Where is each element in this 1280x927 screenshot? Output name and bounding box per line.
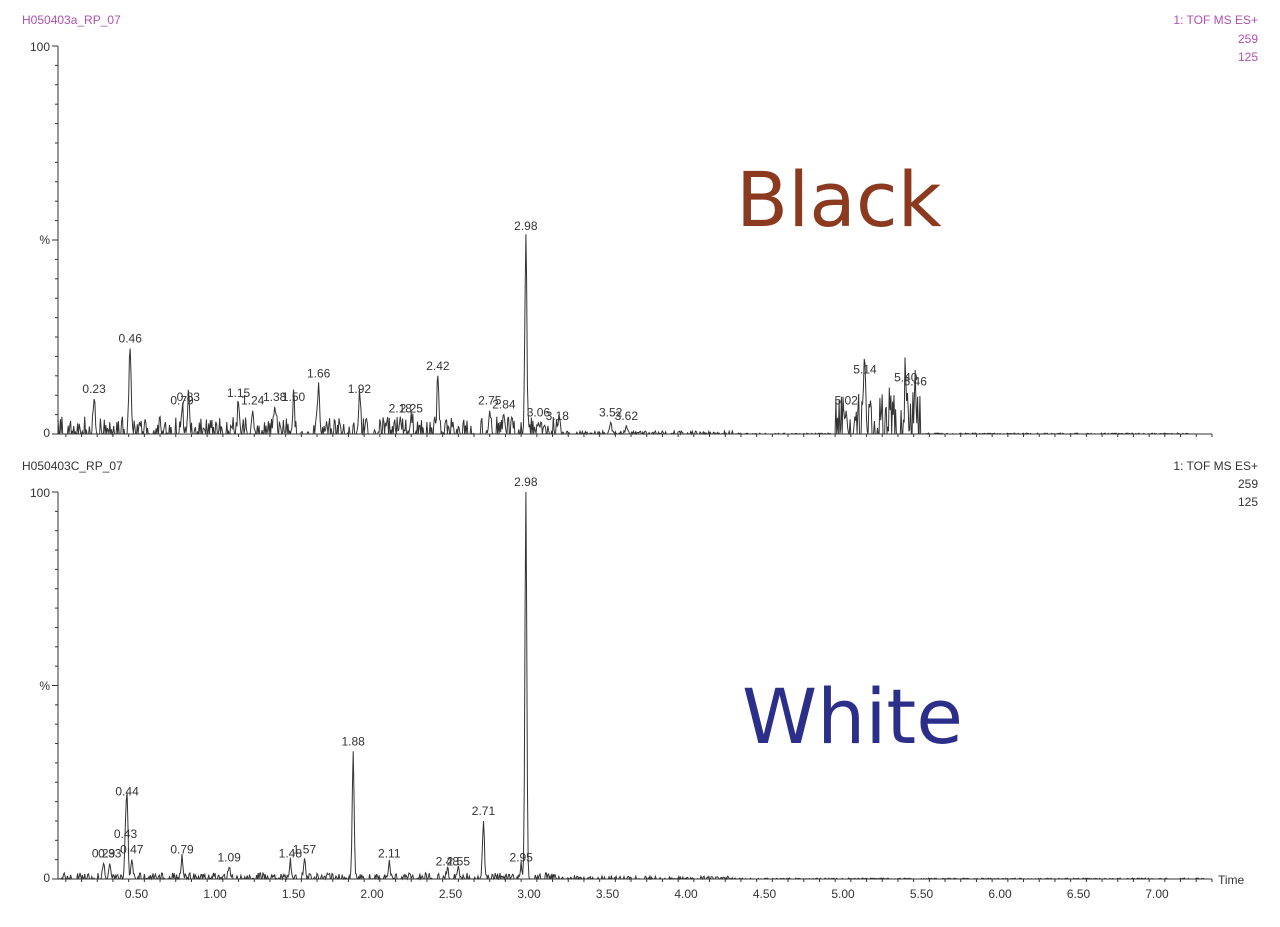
function-label-black: 1: TOF MS ES+ [1173, 13, 1258, 27]
peak-label: 2.98 [514, 219, 538, 233]
intensity-label-white: 125 [1238, 495, 1258, 509]
peak-label: 0.23 [82, 382, 106, 396]
sample-name-white: H050403C_RP_07 [22, 459, 123, 473]
y-zero-label-black: 0 [43, 426, 50, 440]
sample-name-black: H050403a_RP_07 [22, 13, 121, 27]
peak-label: 3.62 [615, 409, 639, 423]
peak-label: 3.06 [527, 405, 551, 419]
peak-label: 0.43 [114, 827, 138, 841]
peak-labels-white: 0.290.33 0.43 0.44 0.47 0.79 1.09 1.481.57 1.88… [92, 475, 538, 868]
peak-label: 5.46 [904, 374, 928, 388]
sample-label-black: Black [736, 155, 942, 244]
x-tick-label: 3.00 [517, 887, 541, 901]
peak-label: 0.44 [115, 785, 139, 799]
x-tick-label: 4.00 [674, 887, 698, 901]
x-tick-label: 7.00 [1145, 887, 1169, 901]
peak-label: 2.75 [478, 394, 502, 408]
peak-label: 5.14 [853, 363, 877, 377]
x-tick-label: 1.00 [203, 887, 227, 901]
peak-label: 2.11 [378, 847, 401, 861]
peak-label: 2.42 [426, 359, 450, 373]
peak-label: 0.47 [120, 843, 144, 857]
peak-label: 0.33 [98, 847, 122, 861]
function-label-white: 1: TOF MS ES+ [1173, 459, 1258, 473]
peak-label: 1.57 [293, 843, 317, 857]
x-tick-label: 2.50 [439, 887, 463, 901]
trace-line-white [58, 491, 1205, 881]
panel-black: H050403a_RP_07 1: TOF MS ES+ 259 125 100… [22, 13, 1258, 440]
mass-label-white: 259 [1238, 477, 1258, 491]
peak-label: 2.98 [514, 475, 538, 489]
y-axis-label-black: % [39, 233, 50, 247]
y-zero-label-white: 0 [43, 871, 50, 885]
peak-label: 2.48 [436, 854, 460, 868]
x-tick-labels: 0.50 1.00 1.50 2.00 2.50 3.00 3.50 4.00 4.50 5.00… [125, 887, 1169, 901]
peak-label: 1.24 [241, 394, 265, 408]
y-max-label-white: 100 [30, 486, 50, 500]
mass-label-black: 259 [1238, 32, 1258, 46]
x-tick-label: 0.50 [125, 887, 149, 901]
peak-label: 1.15 [227, 386, 251, 400]
x-tick-label: 6.50 [1067, 887, 1091, 901]
peak-label: 0.79 [170, 394, 194, 408]
peak-label: 1.50 [282, 390, 306, 404]
peak-label: 2.18 [389, 401, 413, 415]
peak-label: 1.66 [307, 367, 331, 381]
peak-label: 0.46 [119, 332, 143, 346]
x-tick-label: 5.00 [831, 887, 855, 901]
x-tick-label: 3.50 [596, 887, 620, 901]
x-tick-label: 5.50 [910, 887, 934, 901]
y-axis-label-white: % [39, 679, 50, 693]
x-tick-label: 2.00 [360, 887, 384, 901]
peak-label: 1.88 [341, 734, 365, 748]
sample-label-white: White [742, 672, 963, 761]
peak-label: 0.29 [92, 847, 116, 861]
y-max-label-black: 100 [30, 40, 50, 54]
peak-label: 2.55 [447, 854, 471, 868]
peak-labels-black: 0.23 0.46 0.790.83 1.151.241.381.501.66 1.92… [82, 219, 927, 423]
peak-label: 3.52 [599, 405, 623, 419]
peak-label: 2.84 [492, 398, 516, 412]
intensity-label-black: 125 [1238, 50, 1258, 64]
peak-label: 2.95 [509, 850, 533, 864]
peak-label: 1.09 [217, 850, 241, 864]
peak-label: 5.02 [834, 394, 858, 408]
x-tick-label: 1.50 [282, 887, 306, 901]
peak-label: 1.48 [279, 847, 303, 861]
peak-label: 0.79 [170, 843, 194, 857]
y-ticks-black [52, 45, 58, 435]
peak-label: 3.18 [546, 409, 570, 423]
peak-label: 1.92 [348, 382, 372, 396]
x-tick-label: 6.00 [988, 887, 1012, 901]
panel-white: H050403C_RP_07 1: TOF MS ES+ 259 125 100… [22, 459, 1258, 901]
y-ticks-white [52, 491, 58, 880]
peak-label: 2.71 [472, 804, 496, 818]
peak-label: 5.40 [894, 370, 918, 384]
peak-label: 2.25 [400, 401, 424, 415]
trace-line-black [57, 234, 1189, 436]
peak-label: 0.83 [177, 390, 201, 404]
x-axis-label: Time [1218, 873, 1245, 887]
x-tick-label: 4.50 [753, 887, 777, 901]
peak-label: 1.38 [263, 390, 287, 404]
